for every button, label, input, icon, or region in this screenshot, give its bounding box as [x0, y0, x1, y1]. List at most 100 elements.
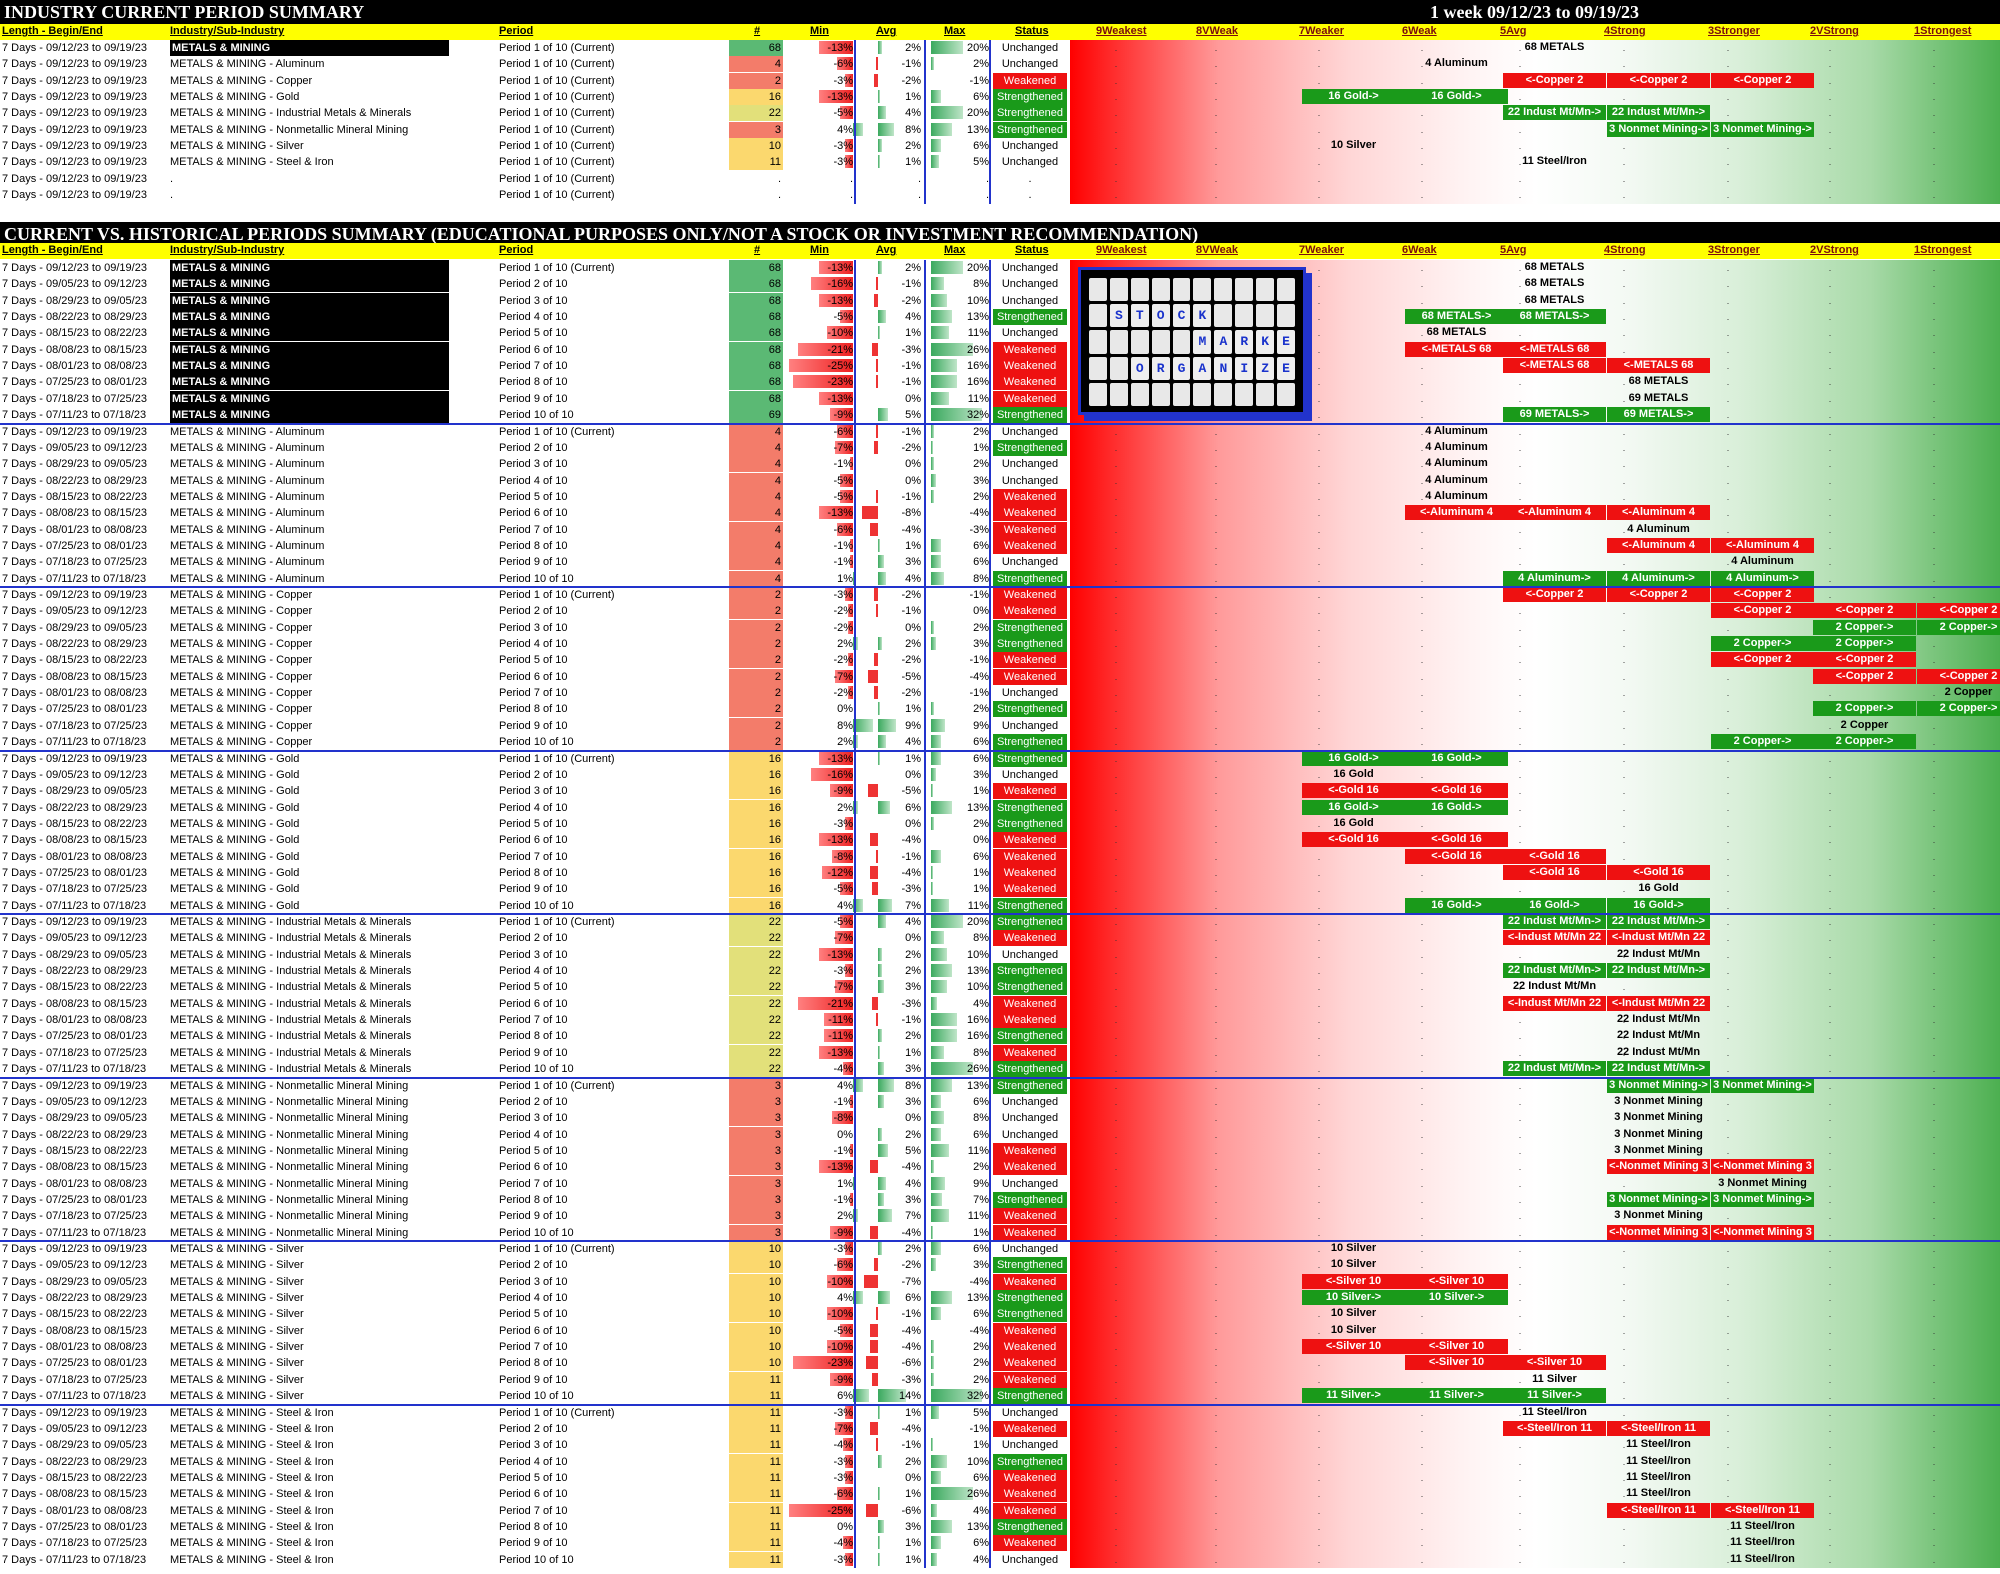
rank-marker: <-Nonmet Mining 3 — [1711, 1159, 1814, 1175]
status-cell: Weakened — [993, 587, 1067, 603]
avg-cell: -4% — [901, 1324, 921, 1337]
avg-cell: -4% — [901, 834, 921, 847]
table-row: 7 Days - 09/12/23 to 09/19/23 METALS & MI… — [0, 750, 2000, 767]
status-cell: Weakened — [993, 832, 1067, 849]
rank-dot: . — [1114, 92, 1118, 103]
period-cell: Period 1 of 10 (Current) — [499, 42, 615, 54]
status-cell: Unchanged — [1001, 1112, 1059, 1125]
rank-dot: . — [1518, 92, 1522, 103]
rank-dot: . — [1622, 851, 1626, 862]
min-cell: -1% — [833, 458, 853, 471]
max-bar — [931, 735, 941, 749]
rank-dot: . — [1622, 190, 1626, 201]
rank-dot: . — [1114, 1342, 1118, 1353]
avg-cell: -5% — [901, 785, 921, 798]
avg-cell: 0% — [905, 1471, 921, 1484]
avg-cell: 4% — [905, 311, 921, 324]
rank-marker: <-Gold 16 — [1503, 848, 1606, 864]
rank-dot: . — [1317, 263, 1321, 273]
rank-dot: . — [1518, 949, 1522, 960]
table-row: 7 Days - 08/08/23 to 08/15/23 METALS & MI… — [0, 505, 2000, 522]
length-cell: 7 Days - 07/18/23 to 07/25/23 — [2, 556, 147, 569]
rank-dot: . — [1214, 108, 1218, 119]
rank-dot: . — [1420, 491, 1424, 502]
rank-marker: 3 Nonmet Mining-> — [1607, 1191, 1710, 1207]
min-bar — [853, 122, 864, 136]
status-cell: Weakened — [993, 1486, 1067, 1503]
avg-cell: 3% — [905, 981, 921, 994]
rank-dot: . — [1932, 1260, 1936, 1271]
avg-cell: 7% — [905, 899, 921, 912]
min-bar — [847, 653, 853, 667]
rank-dot: . — [1622, 1521, 1626, 1532]
rank-dot: . — [1214, 475, 1218, 486]
status-cell: Strengthened — [993, 1518, 1067, 1535]
rank-dot: . — [1114, 1407, 1118, 1418]
min-cell: -1% — [833, 1144, 853, 1157]
rank-dot: . — [1214, 1113, 1218, 1124]
count-cell: 22 — [729, 914, 783, 930]
rank-dot: . — [1114, 1178, 1118, 1189]
rank-dot: . — [1317, 867, 1321, 878]
status-cell: Weakened — [993, 1142, 1067, 1159]
table-row: 7 Days - 08/08/23 to 08/15/23 METALS & MI… — [0, 668, 2000, 685]
rank-dot: . — [1518, 1113, 1522, 1124]
column-header-historical: Length - Begin/End Industry/Sub-Industry P… — [0, 243, 2000, 259]
min-bar — [834, 931, 853, 945]
count-cell: 4 — [729, 439, 783, 456]
rank-dot: . — [1214, 639, 1218, 650]
rank-dot: . — [1726, 173, 1730, 184]
max-cell: 13% — [966, 1079, 989, 1092]
table-row: 7 Days - 07/18/23 to 07/25/23 METALS & MI… — [0, 1535, 2000, 1552]
max-bar — [931, 1127, 941, 1141]
min-bar — [850, 538, 853, 552]
rank-dot: . — [1828, 573, 1832, 584]
rank-dot: . — [1622, 1440, 1626, 1451]
rank-dot: . — [1726, 295, 1730, 306]
rank-dot: . — [1726, 1129, 1730, 1140]
rank-dot: . — [1518, 818, 1522, 829]
min-bar — [829, 408, 853, 422]
logo-letter — [1172, 278, 1191, 302]
avg-cell: -4% — [901, 1422, 921, 1435]
rank-dot: . — [1518, 737, 1522, 748]
max-cell: 13% — [966, 1520, 989, 1533]
count-cell: 22 — [729, 105, 783, 122]
industry-cell: METALS & MINING - Silver — [170, 1243, 304, 1255]
rank-dot: . — [1828, 720, 1832, 731]
min-bar — [829, 1372, 853, 1386]
column-divider — [989, 40, 991, 204]
table-row: 7 Days - 09/12/23 to 09/19/23 METALS & MI… — [0, 56, 2000, 73]
industry-cell: METALS & MINING - Silver — [170, 1259, 304, 1272]
rank-marker: 68 METALS — [1524, 41, 1585, 53]
rank-dot: . — [1518, 393, 1522, 404]
rank-dot: . — [1622, 1293, 1626, 1304]
length-cell: 7 Days - 09/05/23 to 09/12/23 — [2, 932, 147, 945]
rank-dot: . — [1932, 557, 1936, 568]
rank-dot: . — [1726, 933, 1730, 944]
min-bar — [842, 1438, 853, 1452]
table-row: 7 Days - 08/22/23 to 08/29/23 METALS & MI… — [0, 799, 2000, 816]
rank-marker: <-Gold 16 — [1607, 864, 1710, 880]
period-cell: Period 1 of 10 (Current) — [499, 1243, 615, 1255]
rank-dot: . — [1114, 1276, 1118, 1287]
industry-cell: METALS & MINING - Copper — [170, 621, 313, 634]
rank-dot: . — [1518, 173, 1522, 184]
avg-cell: 4% — [905, 1177, 921, 1190]
min-cell: -10% — [827, 1275, 853, 1288]
rank-dot: . — [1317, 622, 1321, 633]
rank-dot: . — [1518, 884, 1522, 895]
count-cell: 3 — [729, 1110, 783, 1127]
header-length: Length - Begin/End — [2, 244, 103, 256]
status-cell: Weakened — [993, 1371, 1067, 1388]
industry-cell: METALS & MINING - Nonmetallic Mineral Mi… — [170, 1161, 409, 1174]
avg-cell: -1% — [901, 490, 921, 503]
max-bar — [931, 898, 949, 912]
rank-dot: . — [1317, 157, 1321, 168]
max-cell: . — [985, 189, 989, 202]
max-bar — [931, 1242, 941, 1255]
count-cell: 2 — [729, 619, 783, 636]
rank-dot: . — [1518, 671, 1522, 682]
rank-dot: . — [1726, 1178, 1730, 1189]
avg-cell: -1% — [901, 278, 921, 291]
